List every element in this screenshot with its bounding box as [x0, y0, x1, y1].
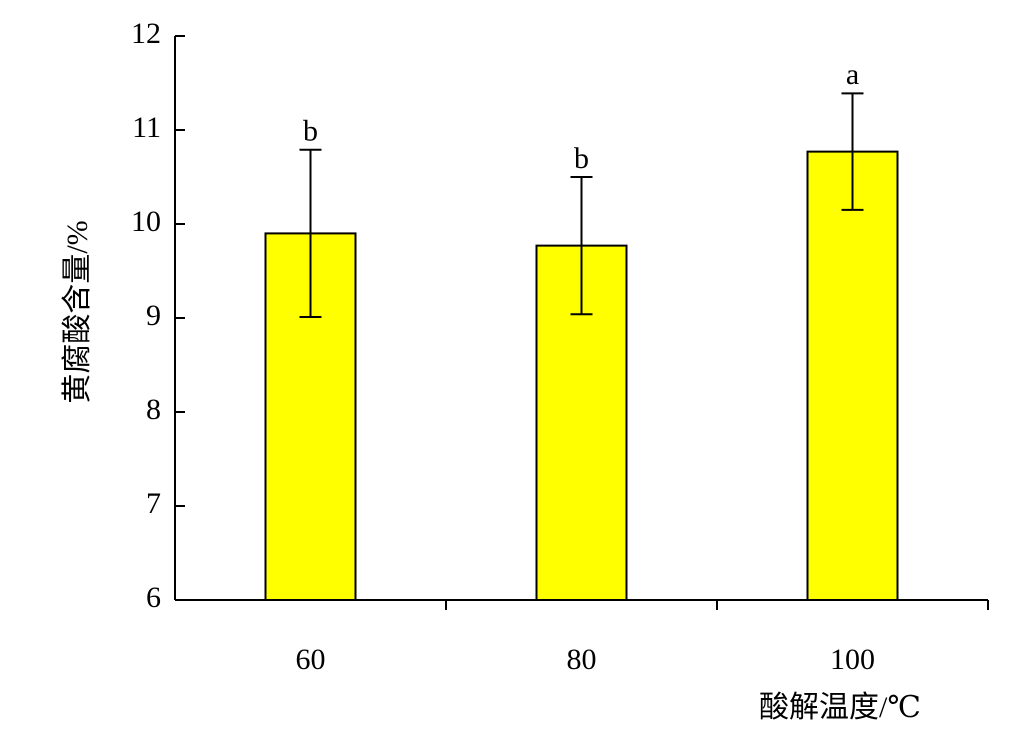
- y-tick-label: 6: [146, 581, 161, 614]
- significance-label: a: [846, 58, 859, 91]
- x-tick-label: 100: [830, 643, 875, 676]
- y-tick-label: 7: [146, 487, 161, 520]
- y-tick-label: 11: [132, 111, 161, 144]
- significance-label: b: [303, 115, 318, 148]
- y-axis-label: 黄腐酸含量/%: [61, 220, 94, 403]
- x-tick-label: 60: [296, 643, 326, 676]
- x-axis-label: 酸解温度/℃: [759, 691, 921, 724]
- significance-label: b: [574, 142, 589, 175]
- y-tick-label: 12: [131, 17, 161, 50]
- x-tick-label: 80: [567, 643, 597, 676]
- bar: [806, 150, 899, 601]
- y-tick-label: 9: [146, 299, 161, 332]
- y-tick-label: 8: [146, 393, 161, 426]
- y-tick-label: 10: [131, 205, 161, 238]
